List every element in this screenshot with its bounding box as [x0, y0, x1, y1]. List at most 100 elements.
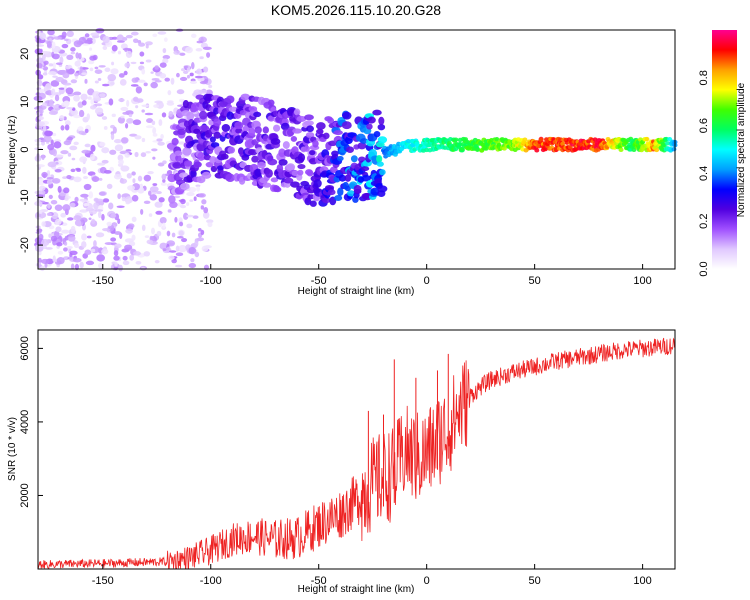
spectrogram-noise-blob	[98, 262, 104, 269]
spectrogram-signal-blob	[322, 197, 331, 204]
spectrogram-noise-blob	[175, 245, 180, 252]
spectrogram-signal-blob	[171, 137, 179, 146]
spectrogram-signal-blob	[671, 147, 677, 152]
spectrogram-noise-blob	[97, 78, 102, 81]
spectrogram-y-axis-title: Frequency (Hz)	[7, 116, 18, 185]
spectrogram-noise-blob	[61, 229, 70, 234]
spectrogram-noise-blob	[120, 165, 130, 172]
spectrogram-noise-blob	[77, 126, 84, 132]
spectrogram-noise-blob	[136, 98, 144, 103]
spectrogram-noise-blob	[64, 241, 68, 246]
spectrogram-noise-blob	[62, 82, 72, 86]
spectrogram-noise-blob	[126, 99, 130, 107]
spectrogram-noise-blob	[49, 99, 54, 107]
spectrogram-noise-blob	[94, 80, 99, 84]
spectrogram-noise-blob	[131, 216, 137, 223]
spectrogram-noise-blob	[51, 88, 56, 96]
spectrogram-noise-blob	[102, 198, 110, 203]
spectrogram-noise-blob	[186, 223, 193, 229]
spectrogram-noise-blob	[90, 32, 100, 37]
spectrogram-signal-blob	[283, 177, 294, 184]
snr-plot-area	[38, 330, 675, 569]
spectrogram-signal-blob	[278, 148, 286, 158]
spectrogram-signal-blob	[370, 187, 380, 196]
spectrogram-noise-blob	[152, 33, 158, 38]
spectrogram-noise-blob	[113, 173, 122, 180]
spectrogram-noise-blob	[64, 124, 70, 131]
spectrogram-noise-blob	[154, 201, 163, 208]
spectrogram-noise-blob	[81, 233, 87, 241]
spectrogram-noise-blob	[143, 174, 152, 182]
spectrogram-noise-blob	[41, 221, 46, 227]
spectrogram-noise-blob	[46, 179, 53, 185]
spectrogram-noise-blob	[56, 257, 65, 265]
spectrogram-noise-blob	[101, 147, 110, 154]
spectrogram-noise-blob	[113, 250, 119, 257]
spectrogram-noise-blob	[145, 125, 154, 129]
spectrogram-signal-blob	[534, 148, 540, 153]
spectrogram-noise-blob	[54, 154, 64, 158]
spectrogram-noise-blob	[102, 35, 110, 44]
spectrogram-signal-blob	[309, 200, 317, 207]
spectrogram-noise-blob	[84, 128, 89, 134]
spectrogram-noise-blob	[83, 202, 90, 207]
spectrogram-y-ticks: -20 -10 0 10 20	[19, 48, 43, 253]
spectrogram-noise-blob	[168, 110, 174, 118]
spectrogram-noise-blob	[79, 156, 88, 163]
figure-title: KOM5.2026.115.10.20.G28	[271, 2, 441, 18]
spectrogram-noise-blob	[83, 183, 92, 191]
spectrogram-noise-blob	[89, 105, 97, 110]
spectrogram-noise-blob	[132, 251, 142, 256]
spectrogram-noise-blob	[122, 260, 130, 266]
spectrogram-signal-blob	[376, 161, 384, 167]
spectrogram-noise-blob	[55, 76, 64, 82]
spectrogram-noise-blob	[37, 74, 44, 80]
snr-x-ticks: -150 -100 -50 0 50 100	[92, 564, 652, 587]
spectrogram-noise-blob	[200, 205, 205, 210]
spectrogram-signal-blob	[209, 136, 216, 143]
spectrogram-noise-blob	[102, 45, 108, 51]
colorbar-ticks: 0.0 0.2 0.4 0.6 0.8	[698, 70, 710, 276]
spectrogram-noise-blob	[59, 69, 67, 73]
spectrogram-noise-blob	[118, 159, 124, 165]
spectrogram-noise-blob	[125, 228, 133, 234]
spectrogram-noise-blob	[113, 266, 119, 271]
spectrogram-noise-blob	[52, 62, 56, 70]
spectrogram-noise-blob	[158, 197, 165, 203]
spectrogram-noise-blob	[58, 87, 65, 90]
spectrogram-noise-blob	[119, 78, 127, 86]
spectrogram-noise-blob	[101, 248, 109, 255]
spectrogram-signal-blob	[267, 158, 278, 166]
spectrogram-noise-blob	[179, 76, 188, 81]
spectrogram-noise-blob	[114, 231, 122, 235]
spectrogram-noise-blob	[106, 183, 113, 190]
spectrogram-signal-blob	[297, 169, 304, 176]
spectrogram-signal-blob	[342, 111, 352, 120]
spectrogram-signal-blob	[306, 170, 314, 177]
spectrogram-noise-blob	[63, 247, 68, 252]
spectrogram-noise-blob	[64, 120, 71, 126]
spectrogram-noise-blob	[51, 178, 61, 184]
spectrogram-noise-blob	[41, 154, 45, 161]
spectrogram-noise-blob	[129, 254, 135, 261]
spectrogram-noise-blob	[74, 72, 79, 77]
spectrogram-noise-blob	[42, 125, 47, 132]
spectrogram-noise-blob	[151, 78, 160, 81]
spectrogram-signal-blob	[205, 93, 215, 102]
spectrogram-signal-blob	[337, 187, 344, 196]
spectrogram-noise-blob	[118, 264, 123, 272]
spectrogram-noise-blob	[125, 123, 129, 129]
spectrogram-noise-blob	[80, 193, 89, 198]
spectrogram-signal-blob	[296, 115, 307, 122]
spectrogram-noise-blob	[186, 74, 191, 79]
spectrogram-signal-blob	[213, 107, 220, 115]
spectrogram-noise-blob	[87, 96, 92, 100]
spectrogram-signal-blob	[522, 137, 528, 142]
spectrogram-noise-blob	[158, 119, 163, 126]
spectrogram-noise-blob	[127, 223, 135, 229]
spectrogram-noise-blob	[86, 235, 92, 239]
spectrogram-noise-blob	[62, 204, 71, 212]
spectrogram-noise-blob	[109, 82, 115, 85]
spectrogram-signal-blob	[538, 137, 544, 142]
